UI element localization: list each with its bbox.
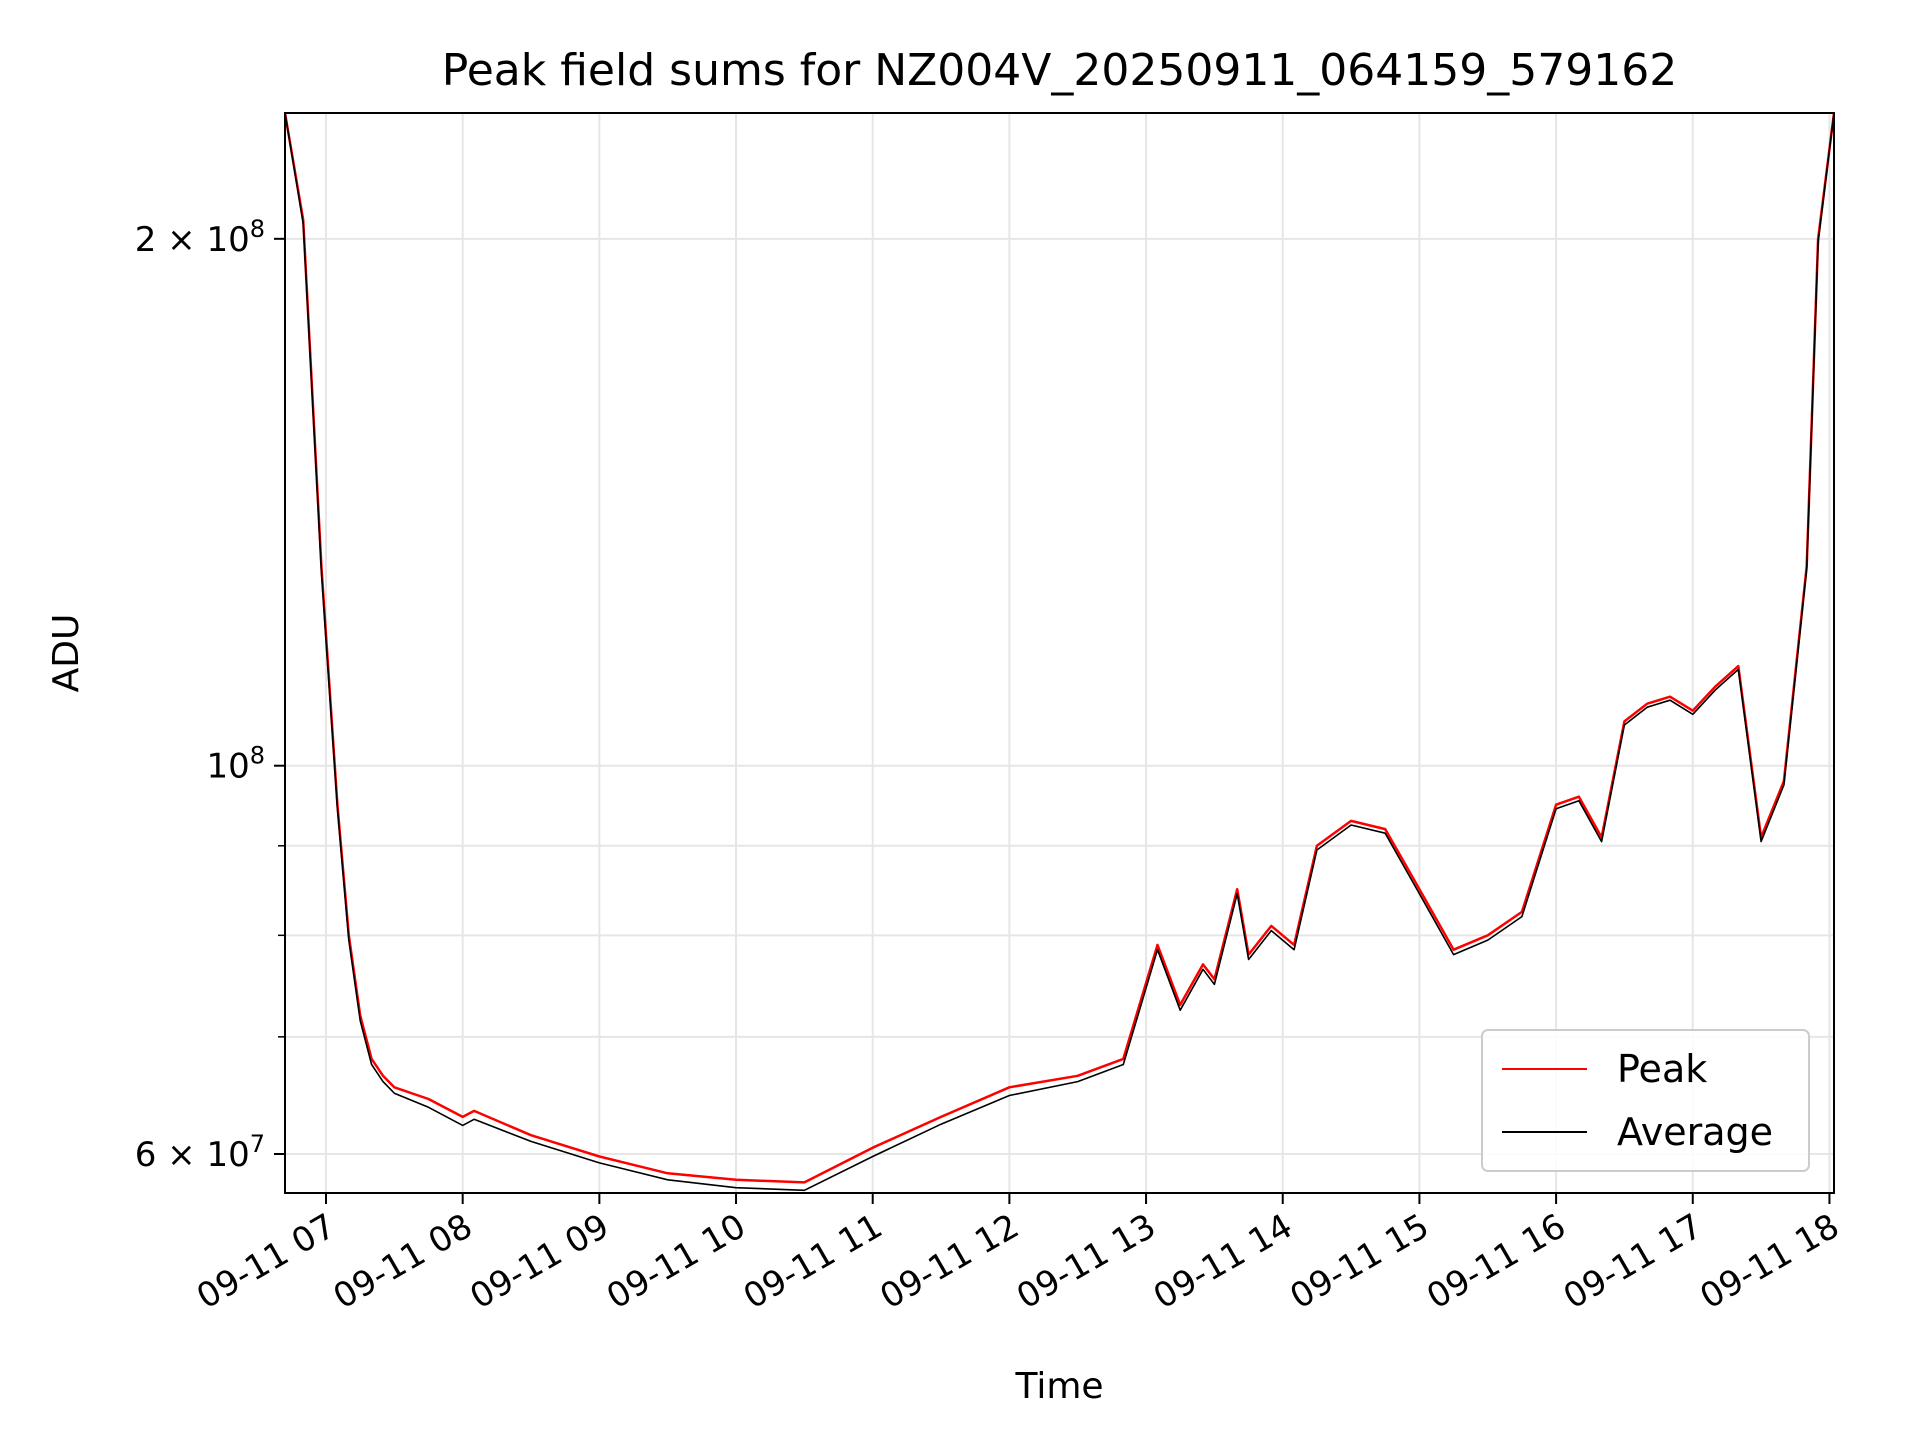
y-axis-label: ADU bbox=[46, 614, 87, 693]
series-line-average bbox=[285, 113, 1834, 1192]
legend: Peak Average bbox=[1481, 1029, 1810, 1172]
x-tick-label: 09-11 17 bbox=[1557, 1206, 1709, 1317]
legend-label-average: Average bbox=[1617, 1110, 1773, 1154]
y-tick-label: 108 bbox=[206, 742, 265, 787]
x-tick-label: 09-11 07 bbox=[190, 1206, 342, 1317]
legend-label-peak: Peak bbox=[1617, 1047, 1707, 1091]
x-tick-label: 09-11 14 bbox=[1147, 1206, 1299, 1317]
x-tick-label: 09-11 13 bbox=[1010, 1206, 1162, 1317]
x-tick-label: 09-11 12 bbox=[873, 1206, 1025, 1317]
series-line-peak bbox=[285, 113, 1834, 1184]
y-tick-label: 2 × 108 bbox=[135, 215, 265, 260]
plot-frame bbox=[284, 112, 1835, 1194]
y-axis-ticks: 6 × 107 108 2 × 108 bbox=[135, 215, 285, 1175]
x-tick-label: 09-11 11 bbox=[737, 1206, 889, 1317]
x-tick-label: 09-11 09 bbox=[463, 1206, 615, 1317]
x-tick-label: 09-11 10 bbox=[600, 1206, 752, 1317]
x-tick-label: 09-11 08 bbox=[327, 1206, 479, 1317]
x-tick-label: 09-11 15 bbox=[1284, 1206, 1436, 1317]
x-tick-label: 09-11 18 bbox=[1694, 1206, 1846, 1317]
y-tick-label: 6 × 107 bbox=[135, 1130, 265, 1175]
x-tick-label: 09-11 16 bbox=[1420, 1206, 1572, 1317]
chart-title: Peak field sums for NZ004V_20250911_0641… bbox=[442, 45, 1677, 96]
legend-box bbox=[1481, 1029, 1810, 1172]
series-layer bbox=[285, 113, 1834, 1192]
x-axis-label: Time bbox=[1014, 1366, 1103, 1407]
